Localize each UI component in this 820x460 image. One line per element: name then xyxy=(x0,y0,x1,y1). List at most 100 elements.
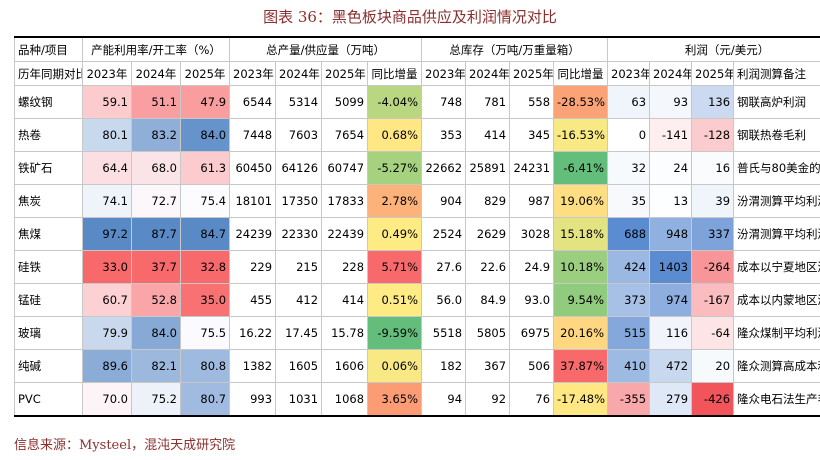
value-cell: 506 xyxy=(509,349,555,383)
value-cell: 2.78% xyxy=(367,184,423,218)
value-cell: 63 xyxy=(607,85,651,119)
value-cell: 22330 xyxy=(275,217,323,251)
value-cell: 84.9 xyxy=(465,283,511,317)
value-cell: 414 xyxy=(465,118,511,152)
value-cell: 688 xyxy=(607,217,651,251)
value-cell: 215 xyxy=(275,250,323,284)
value-cell: -6.41% xyxy=(553,151,609,185)
column-header: 同比增量 xyxy=(367,61,423,86)
row-label: 玻璃 xyxy=(14,316,83,350)
value-cell: 61.3 xyxy=(179,151,231,185)
value-cell: 0.06% xyxy=(367,349,423,383)
column-header: 历年同期对比 xyxy=(14,61,83,86)
value-cell: 17833 xyxy=(321,184,369,218)
value-cell: 60450 xyxy=(229,151,277,185)
column-header: 2025年 xyxy=(691,61,735,86)
column-header: 2023年 xyxy=(229,61,277,86)
value-cell: 414 xyxy=(321,283,369,317)
value-cell: 1606 xyxy=(321,349,369,383)
value-cell: 116 xyxy=(649,316,693,350)
value-cell: 6544 xyxy=(229,85,277,119)
column-header: 利润测算备注 xyxy=(733,61,820,86)
header-row: 历年同期对比 2023年 2024年 2025年 2023年 2024年 2025年 同比增量… xyxy=(14,61,820,86)
value-cell: -5.27% xyxy=(367,151,423,185)
value-cell: 52.8 xyxy=(131,283,181,317)
column-header: 2023年 xyxy=(421,61,467,86)
value-cell: -4.04% xyxy=(367,85,423,119)
value-cell: 472 xyxy=(649,349,693,383)
data-row: 热卷 80.1 83.2 84.0 7448 7603 7654 0.68% 353 414 345… xyxy=(14,118,820,152)
column-header: 同比增量 xyxy=(553,61,609,86)
value-cell: 0.51% xyxy=(367,283,423,317)
data-row: 锰硅 60.7 52.8 35.0 455 412 414 0.51% 56.0 84.9 93.0… xyxy=(14,283,820,317)
column-header: 2024年 xyxy=(465,61,511,86)
value-cell: -141 xyxy=(649,118,693,152)
value-cell: 94 xyxy=(421,382,467,417)
value-cell: 345 xyxy=(509,118,555,152)
value-cell: 37.7 xyxy=(131,250,181,284)
column-header: 2025年 xyxy=(179,61,231,86)
value-cell: 39 xyxy=(691,184,735,218)
value-cell: 10.18% xyxy=(553,250,609,284)
row-label: 硅铁 xyxy=(14,250,83,284)
value-cell: -167 xyxy=(691,283,735,317)
row-label: 焦炭 xyxy=(14,184,83,218)
group-header: 利润（元/美元） xyxy=(607,36,820,62)
value-cell: 829 xyxy=(465,184,511,218)
data-row: 焦煤 97.2 87.7 84.7 24239 22330 22439 0.49% 2524 26… xyxy=(14,217,820,251)
row-label: PVC xyxy=(14,382,83,417)
value-cell: 84.0 xyxy=(131,316,181,350)
value-cell: 424 xyxy=(607,250,651,284)
row-label: 锰硅 xyxy=(14,283,83,317)
value-cell: 97.2 xyxy=(82,217,132,251)
row-label: 热卷 xyxy=(14,118,83,152)
value-cell: 353 xyxy=(421,118,467,152)
value-cell: 373 xyxy=(607,283,651,317)
value-cell: 0 xyxy=(607,118,651,152)
value-cell: 412 xyxy=(275,283,323,317)
note-cell: 钢联高炉利润 xyxy=(733,85,820,119)
value-cell: 87.7 xyxy=(131,217,181,251)
value-cell: 1605 xyxy=(275,349,323,383)
value-cell: 948 xyxy=(649,217,693,251)
note-cell: 普氏与80美金的价差 xyxy=(733,151,820,185)
note-cell: 汾渭测算平均利润 xyxy=(733,184,820,218)
value-cell: 60747 xyxy=(321,151,369,185)
column-header: 2023年 xyxy=(607,61,651,86)
value-cell: 0.49% xyxy=(367,217,423,251)
column-header: 2023年 xyxy=(82,61,132,86)
value-cell: 3028 xyxy=(509,217,555,251)
group-header: 总库存（万吨/万重量箱） xyxy=(421,36,609,62)
value-cell: 22439 xyxy=(321,217,369,251)
row-label: 铁矿石 xyxy=(14,151,83,185)
value-cell: 367 xyxy=(465,349,511,383)
value-cell: 1031 xyxy=(275,382,323,417)
column-header: 2024年 xyxy=(131,61,181,86)
value-cell: 558 xyxy=(509,85,555,119)
value-cell: 7603 xyxy=(275,118,323,152)
value-cell: 974 xyxy=(649,283,693,317)
value-cell: 1382 xyxy=(229,349,277,383)
value-cell: 5518 xyxy=(421,316,467,350)
value-cell: 2629 xyxy=(465,217,511,251)
value-cell: 64126 xyxy=(275,151,323,185)
value-cell: 25891 xyxy=(465,151,511,185)
value-cell: -128 xyxy=(691,118,735,152)
value-cell: -355 xyxy=(607,382,651,417)
value-cell: 228 xyxy=(321,250,369,284)
value-cell: 24239 xyxy=(229,217,277,251)
value-cell: -17.48% xyxy=(553,382,609,417)
value-cell: 74.1 xyxy=(82,184,132,218)
value-cell: 84.0 xyxy=(179,118,231,152)
row-label: 纯碱 xyxy=(14,349,83,383)
value-cell: 24 xyxy=(649,151,693,185)
value-cell: 70.0 xyxy=(82,382,132,417)
value-cell: 68.0 xyxy=(131,151,181,185)
value-cell: 16 xyxy=(691,151,735,185)
source: 信息来源：Mysteel，混沌天成研究院 xyxy=(14,438,236,453)
row-label: 螺纹钢 xyxy=(14,85,83,119)
value-cell: 22.6 xyxy=(465,250,511,284)
note-cell: 钢联热卷毛利 xyxy=(733,118,820,152)
title: 图表 36：黑色板块商品供应及利润情况对比 xyxy=(263,8,557,26)
value-cell: 37.87% xyxy=(553,349,609,383)
